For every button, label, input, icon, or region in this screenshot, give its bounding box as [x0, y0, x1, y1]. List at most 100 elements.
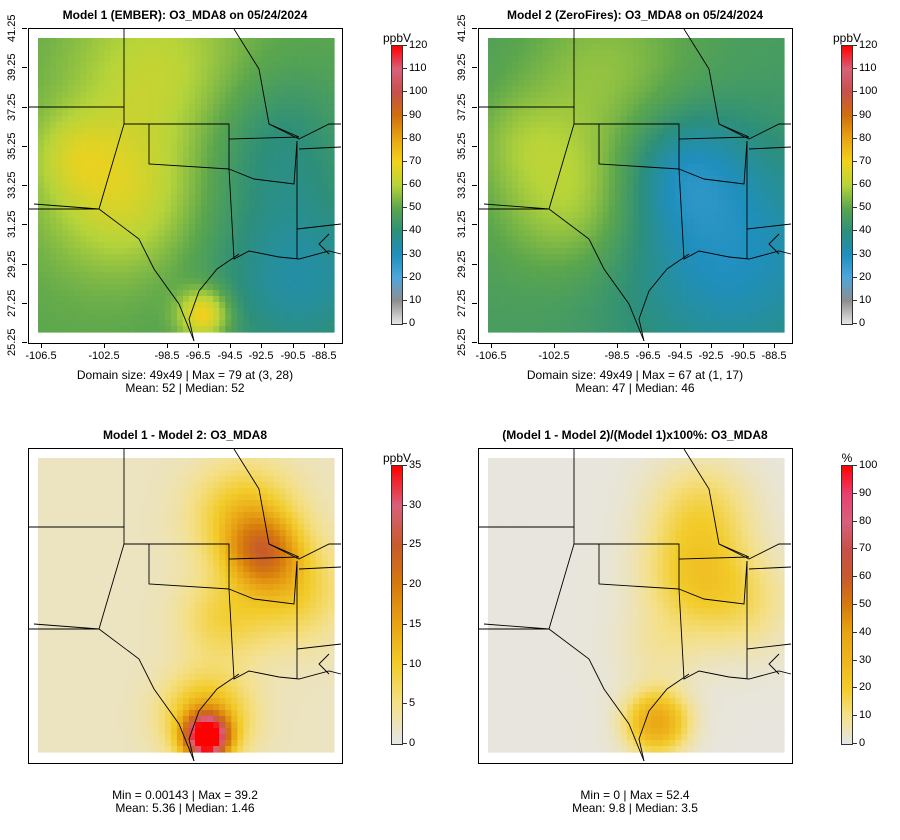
heatmap-cell — [56, 176, 63, 183]
heatmap-cell — [663, 134, 670, 141]
heatmap-cell — [38, 110, 45, 117]
heatmap-cell — [663, 206, 670, 213]
heatmap-cell — [116, 86, 124, 93]
heatmap-cell — [44, 116, 51, 123]
heatmap-cell — [152, 164, 160, 171]
heatmap-cell — [225, 314, 232, 321]
heatmap-cell — [675, 194, 682, 201]
heatmap-cell — [74, 278, 81, 285]
heatmap-cell — [699, 38, 707, 45]
heatmap-cell — [152, 224, 160, 231]
heatmap-cell — [735, 116, 743, 123]
heatmap-cell — [315, 266, 323, 273]
heatmap-cell — [255, 128, 263, 135]
y-tick-label: 33.25 — [456, 171, 468, 199]
heatmap-cell — [626, 110, 634, 117]
heatmap-cell — [578, 50, 586, 57]
heatmap-cell — [255, 158, 263, 165]
heatmap-cell — [566, 278, 574, 285]
heatmap-cell — [771, 170, 779, 177]
heatmap-cell — [80, 458, 87, 465]
heatmap-cell — [158, 188, 166, 195]
heatmap-cell — [632, 104, 640, 111]
heatmap-cell — [608, 86, 616, 93]
heatmap-cell — [195, 212, 202, 219]
heatmap-cell — [219, 284, 226, 291]
heatmap-cell — [140, 92, 148, 99]
heatmap-cell — [747, 230, 755, 237]
heatmap-cell — [729, 302, 737, 309]
heatmap-cell — [152, 98, 160, 105]
heatmap-cell — [620, 122, 628, 129]
heatmap-cell — [759, 68, 767, 75]
heatmap-cell — [219, 182, 226, 189]
heatmap-cell — [158, 74, 166, 81]
heatmap-cell — [140, 206, 148, 213]
heatmap-cell — [315, 104, 323, 111]
heatmap-cell — [693, 314, 701, 321]
heatmap-cell — [68, 38, 75, 45]
heatmap-cell — [542, 266, 550, 273]
heatmap-cell — [309, 242, 317, 249]
heatmap-cell — [711, 152, 719, 159]
heatmap-cell — [122, 44, 130, 51]
heatmap-cell — [50, 134, 57, 141]
heatmap-cell — [110, 230, 118, 237]
heatmap-cell — [152, 62, 160, 69]
heatmap-cell — [279, 158, 287, 165]
heatmap-cell — [735, 242, 743, 249]
heatmap-cell — [578, 278, 586, 285]
heatmap-cell — [273, 236, 281, 243]
heatmap-cell — [747, 326, 755, 333]
heatmap-cell — [675, 176, 682, 183]
heatmap-cell — [669, 314, 676, 321]
heatmap-cell — [584, 254, 592, 261]
heatmap-cell — [560, 44, 568, 51]
heatmap-cell — [681, 62, 688, 69]
y-tick-mark — [472, 224, 477, 226]
heatmap-cell — [614, 50, 622, 57]
heatmap-cell — [729, 272, 737, 279]
heatmap-cell — [741, 38, 749, 45]
heatmap-cell — [590, 110, 598, 117]
heatmap-cell — [723, 230, 731, 237]
heatmap-cell — [614, 110, 622, 117]
heatmap-cell — [201, 290, 208, 297]
heatmap-cell — [231, 188, 238, 195]
heatmap-cell — [291, 302, 299, 309]
heatmap-cell — [152, 296, 160, 303]
heatmap-cell — [651, 302, 658, 309]
heatmap-cell — [560, 254, 568, 261]
heatmap-cell — [195, 278, 202, 285]
heatmap-cell — [578, 194, 586, 201]
heatmap-cell — [572, 86, 580, 93]
heatmap-cell — [249, 158, 257, 165]
boundary-line — [768, 233, 780, 255]
heatmap-cell — [327, 146, 335, 153]
heatmap-cell — [518, 80, 525, 87]
heatmap-cell — [596, 266, 604, 273]
heatmap-cell — [602, 68, 610, 75]
heatmap-cell — [723, 290, 731, 297]
heatmap-cell — [657, 302, 664, 309]
heatmap-cell — [249, 98, 257, 105]
heatmap-cell — [243, 260, 251, 267]
heatmap-cell — [548, 68, 556, 75]
x-tick-label: -90.5 — [280, 350, 306, 362]
heatmap-cell — [195, 62, 202, 69]
heatmap-cell — [560, 296, 568, 303]
heatmap-cell — [626, 152, 634, 159]
heatmap-cell — [249, 326, 257, 333]
heatmap-cell — [693, 104, 701, 111]
heatmap-cell — [122, 458, 130, 465]
heatmap-cell — [548, 224, 556, 231]
heatmap-cell — [777, 68, 785, 75]
heatmap-cell — [777, 260, 785, 267]
heatmap-cell — [554, 56, 562, 63]
heatmap-cell — [681, 302, 688, 309]
heatmap-cell — [675, 260, 682, 267]
heatmap-cell — [297, 272, 305, 279]
heatmap-cell — [566, 272, 574, 279]
heatmap-cell — [225, 80, 232, 87]
heatmap-cell — [711, 266, 719, 273]
